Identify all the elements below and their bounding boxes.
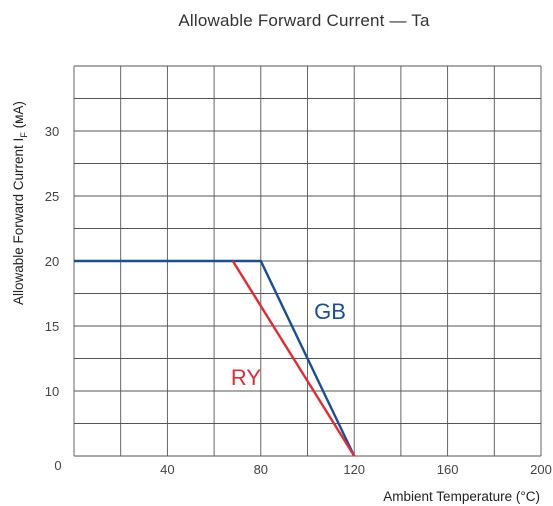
x-tick-label: 80 [254,462,268,477]
y-tick-label: 20 [45,254,59,269]
series-label-ry: RY [231,365,261,390]
y-tick-label: 15 [45,319,59,334]
y-tick-label: 25 [45,189,59,204]
y-axis-label-unit: (мA) [11,101,26,132]
x-axis-label: Ambient Temperature (°C) [383,489,540,504]
y-axis-label: Allowable Forward Current IF (мA) [11,101,29,305]
series-lines: GB RY [74,259,356,457]
x-tick-label: 160 [437,462,459,477]
origin-label: 0 [54,458,61,473]
series-line-ry [231,260,356,457]
grid [73,65,542,457]
x-tick-labels: 40 80 120 160 200 [160,462,552,477]
series-label-gb: GB [314,299,346,324]
y-tick-labels: 10 15 20 25 30 [45,124,59,399]
y-tick-label: 10 [45,384,59,399]
x-tick-label: 40 [160,462,174,477]
y-tick-label: 30 [45,124,59,139]
chart-title: Allowable Forward Current — Ta [178,11,430,30]
x-tick-label: 200 [530,462,552,477]
x-tick-label: 120 [343,462,365,477]
y-axis-label-subscript: F [19,132,29,138]
y-axis-label-main: Allowable Forward Current I [11,138,26,305]
series-line-gb [74,259,356,457]
